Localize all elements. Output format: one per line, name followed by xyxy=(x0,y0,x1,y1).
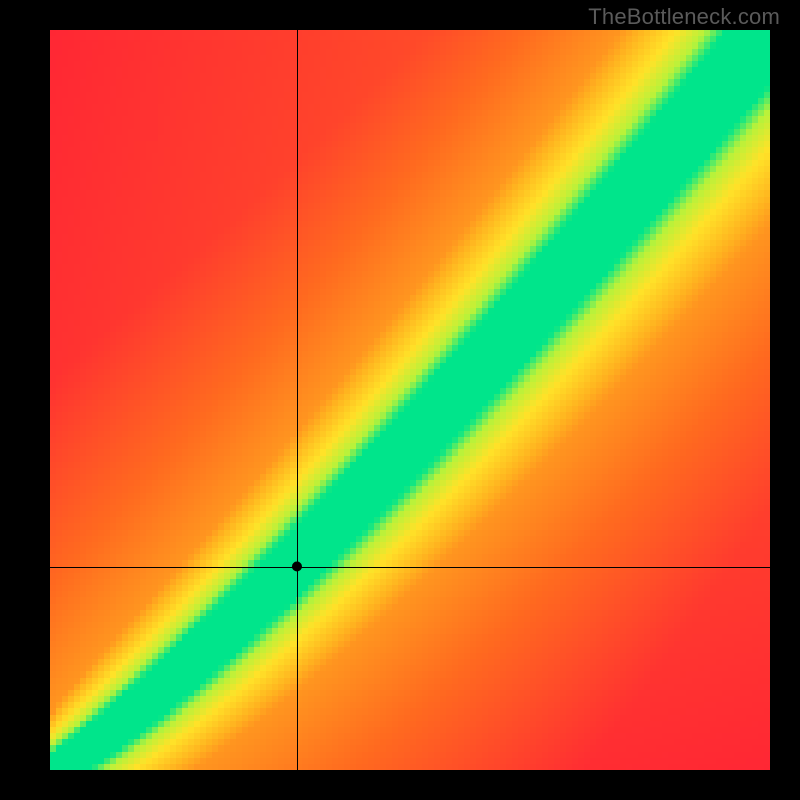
heatmap-canvas xyxy=(50,30,770,770)
watermark-label: TheBottleneck.com xyxy=(588,4,780,30)
chart-container: TheBottleneck.com xyxy=(0,0,800,800)
